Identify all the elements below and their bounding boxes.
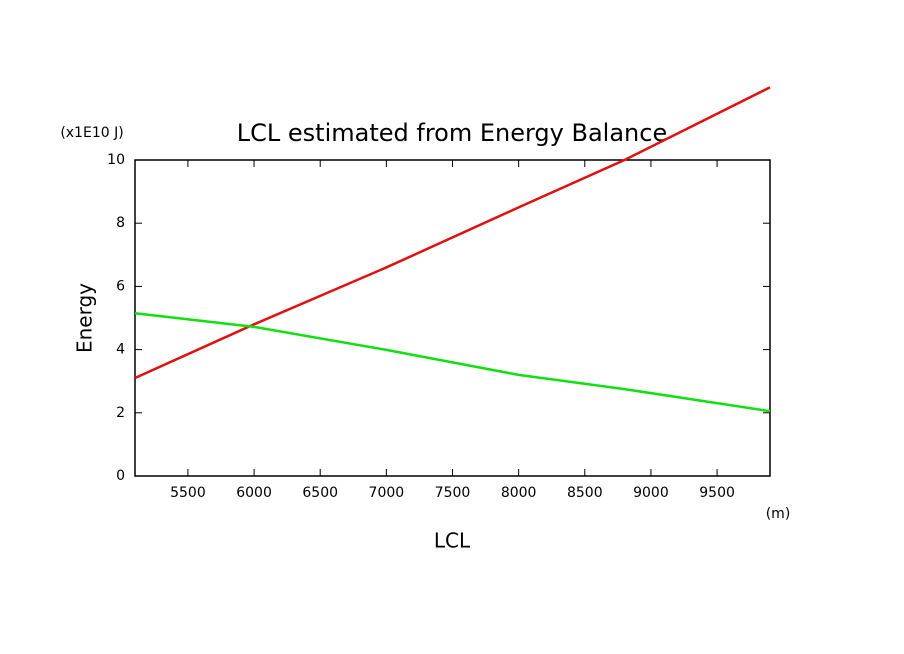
x-unit: (m) [766, 506, 791, 522]
x-tick-label: 8500 [567, 485, 603, 501]
x-tick-label: 8000 [501, 485, 537, 501]
y-unit: (x1E10 J) [60, 125, 123, 141]
x-tick-label: 7500 [435, 485, 471, 501]
x-tick-label: 7000 [369, 485, 405, 501]
y-axis-label: Energy [73, 283, 97, 353]
y-tick-label: 10 [107, 152, 125, 168]
chart-title: LCL estimated from Energy Balance [237, 119, 667, 147]
x-tick-label: 6000 [236, 485, 272, 501]
x-tick-label: 6500 [302, 485, 338, 501]
x-tick-label: 9000 [633, 485, 669, 501]
x-tick-label: 5500 [170, 485, 206, 501]
plot-frame [134, 159, 771, 477]
series-line [134, 86, 771, 380]
y-tick-label: 6 [116, 278, 125, 294]
y-tick-label: 8 [116, 215, 125, 231]
series-line [134, 312, 771, 413]
y-tick-label: 0 [116, 468, 125, 484]
x-tick-label: 9500 [699, 485, 735, 501]
y-tick-label: 4 [116, 342, 125, 358]
y-tick-label: 2 [116, 405, 125, 421]
x-axis-label: LCL [434, 529, 471, 553]
